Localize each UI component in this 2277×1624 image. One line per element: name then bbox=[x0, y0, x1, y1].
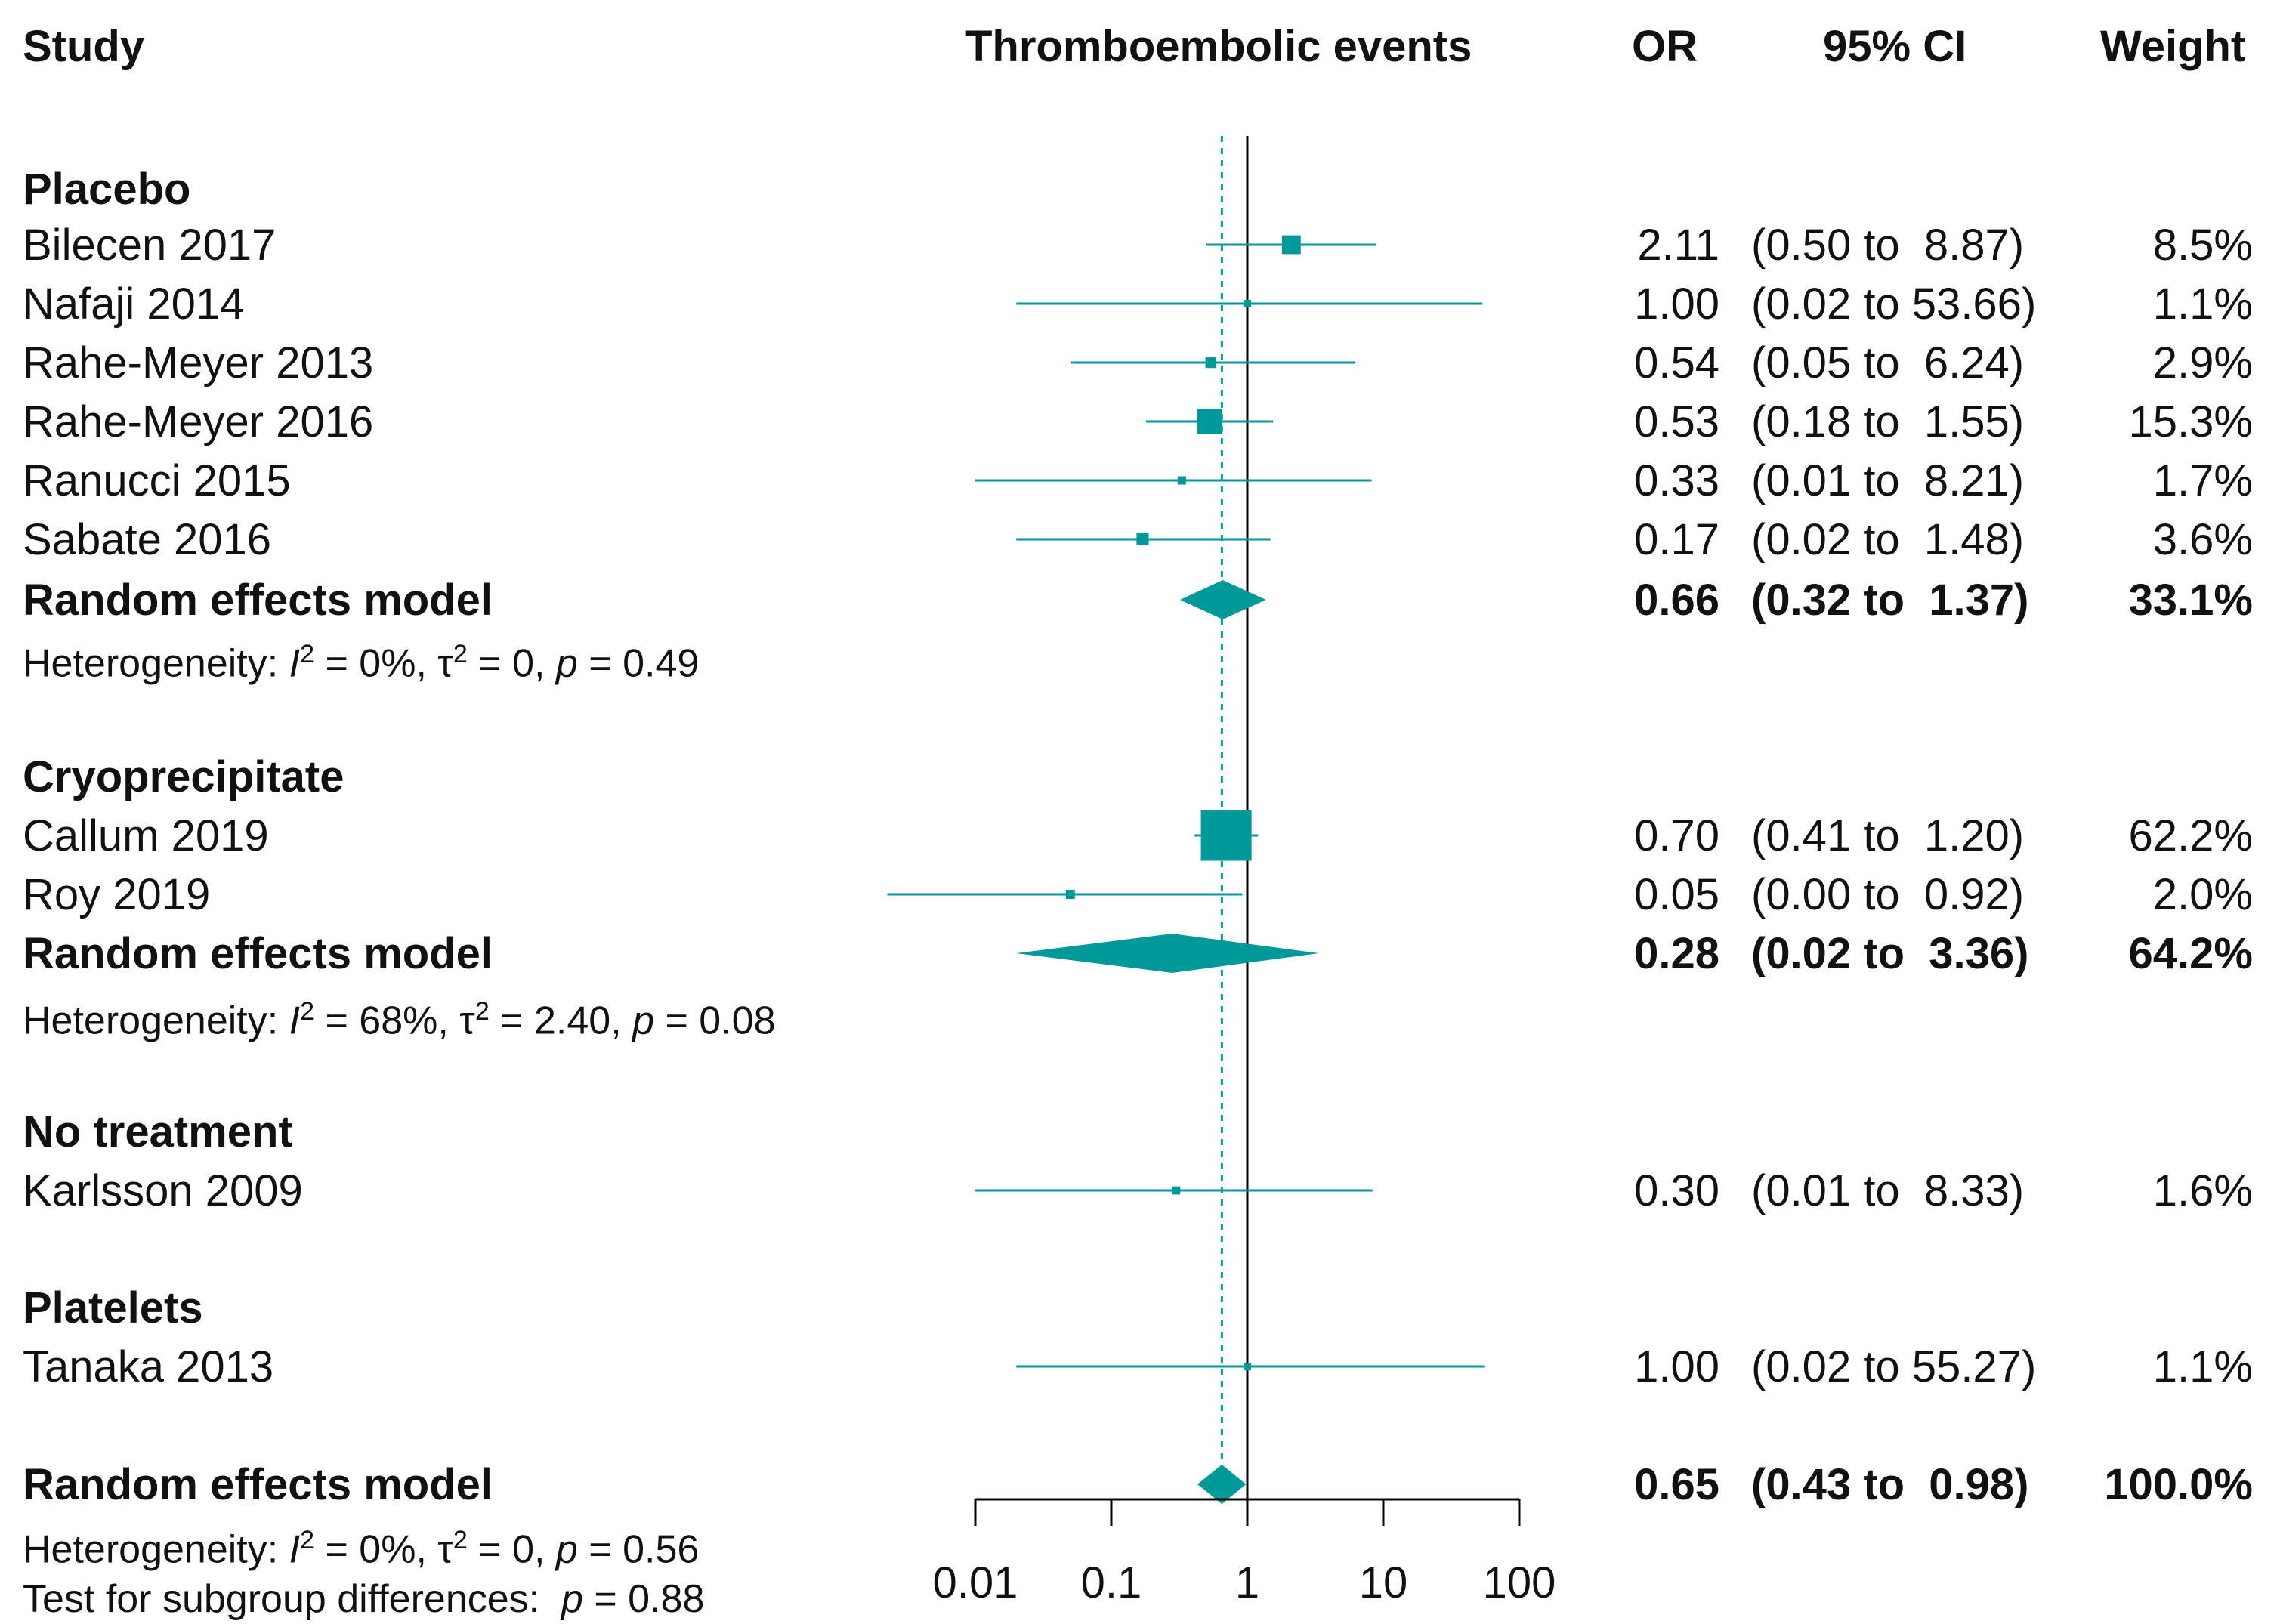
weight-value: 1.6% bbox=[2152, 1166, 2253, 1215]
x-tick-label: 100 bbox=[1483, 1558, 1556, 1607]
study-label: Rahe-Meyer 2013 bbox=[23, 338, 374, 387]
or-value: 0.17 bbox=[1634, 515, 1719, 564]
or-value: 0.30 bbox=[1634, 1166, 1719, 1215]
header-ci: 95% CI bbox=[1823, 22, 1967, 71]
ci-value: (0.05 to 6.24) bbox=[1751, 338, 2025, 387]
study-marker bbox=[1244, 300, 1251, 307]
ci-value: (0.00 to 0.92) bbox=[1751, 870, 2025, 919]
or-value: 0.54 bbox=[1634, 338, 1719, 387]
or-value: 0.70 bbox=[1634, 811, 1719, 860]
ci-value: (0.32 to 1.37) bbox=[1751, 576, 2029, 625]
weight-value: 1.1% bbox=[2152, 1342, 2253, 1391]
ci-value: (0.43 to 0.98) bbox=[1751, 1460, 2029, 1509]
weight-value: 1.7% bbox=[2152, 456, 2253, 505]
x-tick-label: 0.01 bbox=[933, 1558, 1018, 1607]
weight-value: 3.6% bbox=[2152, 515, 2253, 564]
model-label: Random effects model bbox=[23, 1460, 493, 1509]
study-label: Karlsson 2009 bbox=[23, 1166, 303, 1215]
study-marker bbox=[1177, 476, 1186, 485]
weight-value: 2.9% bbox=[2152, 338, 2253, 387]
study-label: Callum 2019 bbox=[23, 811, 269, 860]
weight-value: 100.0% bbox=[2104, 1460, 2253, 1509]
heterogeneity-text: Heterogeneity: I2 = 0%, τ2 = 0, p = 0.56 bbox=[23, 1526, 700, 1572]
weight-value: 8.5% bbox=[2152, 221, 2253, 270]
study-marker bbox=[1281, 235, 1301, 255]
model-label: Random effects model bbox=[23, 576, 493, 625]
weight-value: 64.2% bbox=[2128, 929, 2253, 978]
header-plot-title: Thromboembolic events bbox=[965, 22, 1472, 71]
x-tick-label: 0.1 bbox=[1081, 1558, 1142, 1607]
study-marker bbox=[1065, 889, 1075, 900]
ci-value: (0.50 to 8.87) bbox=[1751, 221, 2025, 270]
study-marker bbox=[1197, 409, 1222, 434]
ci-value: (0.02 to 55.27) bbox=[1751, 1342, 2037, 1391]
weight-value: 62.2% bbox=[2128, 811, 2253, 860]
pooled-diamond bbox=[1016, 934, 1319, 973]
or-value: 0.65 bbox=[1634, 1460, 1719, 1509]
weight-value: 2.0% bbox=[2152, 870, 2253, 919]
study-marker bbox=[1205, 357, 1217, 369]
weight-value: 15.3% bbox=[2128, 397, 2253, 446]
ci-value: (0.01 to 8.33) bbox=[1751, 1166, 2025, 1215]
x-tick-label: 10 bbox=[1359, 1558, 1408, 1607]
header-weight: Weight bbox=[2100, 22, 2246, 71]
group-label: Placebo bbox=[23, 165, 191, 214]
or-value: 0.66 bbox=[1634, 576, 1719, 625]
heterogeneity-text: Heterogeneity: I2 = 0%, τ2 = 0, p = 0.49 bbox=[23, 640, 700, 686]
study-marker bbox=[1200, 810, 1252, 861]
x-tick-label: 1 bbox=[1235, 1558, 1259, 1607]
or-value: 0.53 bbox=[1634, 397, 1719, 446]
or-value: 1.00 bbox=[1634, 279, 1719, 329]
study-label: Sabate 2016 bbox=[23, 515, 271, 564]
heterogeneity-text: Heterogeneity: I2 = 68%, τ2 = 2.40, p = … bbox=[23, 997, 776, 1043]
or-value: 0.28 bbox=[1634, 929, 1719, 978]
or-value: 0.33 bbox=[1634, 456, 1719, 505]
or-value: 2.11 bbox=[1637, 221, 1719, 270]
weight-value: 33.1% bbox=[2128, 576, 2253, 625]
weight-value: 1.1% bbox=[2152, 279, 2253, 329]
study-label: Ranucci 2015 bbox=[23, 456, 291, 505]
study-marker bbox=[1172, 1186, 1181, 1195]
group-label: Platelets bbox=[23, 1283, 203, 1332]
study-marker bbox=[1136, 533, 1149, 546]
study-marker bbox=[1244, 1363, 1251, 1370]
ci-value: (0.41 to 1.20) bbox=[1751, 811, 2025, 860]
model-label: Random effects model bbox=[23, 929, 493, 978]
pooled-diamond bbox=[1197, 1465, 1247, 1504]
study-label: Rahe-Meyer 2016 bbox=[23, 397, 374, 446]
study-label: Nafaji 2014 bbox=[23, 279, 245, 329]
study-label: Tanaka 2013 bbox=[23, 1342, 274, 1391]
pooled-diamond bbox=[1179, 580, 1266, 619]
header-or: OR bbox=[1632, 22, 1698, 71]
ci-value: (0.01 to 8.21) bbox=[1751, 456, 2025, 505]
header-study: Study bbox=[23, 22, 145, 71]
group-label: Cryoprecipitate bbox=[23, 752, 344, 801]
group-label: No treatment bbox=[23, 1107, 293, 1156]
study-label: Bilecen 2017 bbox=[23, 221, 277, 270]
ci-value: (0.02 to 1.48) bbox=[1751, 515, 2025, 564]
heterogeneity-text: Test for subgroup differences: p = 0.88 bbox=[23, 1577, 705, 1621]
study-label: Roy 2019 bbox=[23, 870, 211, 919]
ci-value: (0.02 to 53.66) bbox=[1751, 279, 2037, 329]
or-value: 0.05 bbox=[1634, 870, 1719, 919]
ci-value: (0.02 to 3.36) bbox=[1751, 929, 2029, 978]
or-value: 1.00 bbox=[1634, 1342, 1719, 1391]
ci-value: (0.18 to 1.55) bbox=[1751, 397, 2025, 446]
